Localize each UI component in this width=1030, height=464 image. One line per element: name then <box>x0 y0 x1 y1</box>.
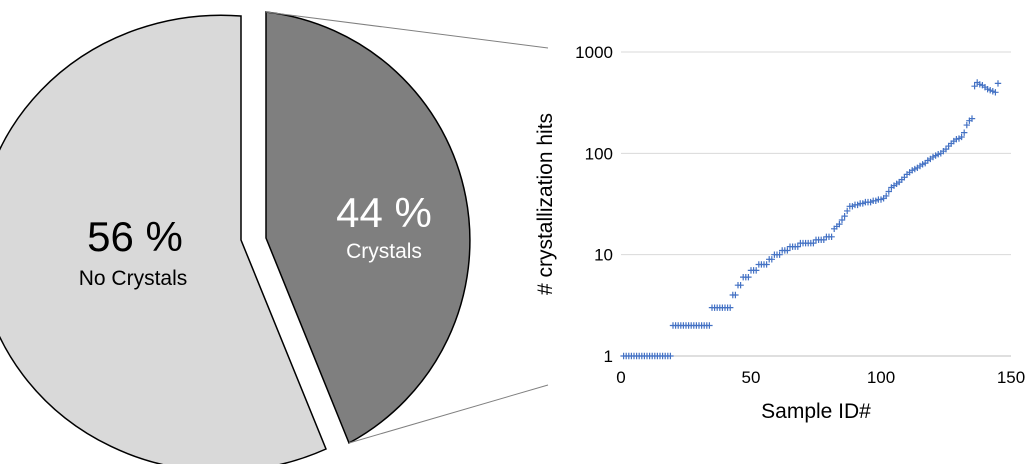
data-point <box>784 247 791 254</box>
data-point <box>992 89 999 96</box>
x-tick-label: 150 <box>997 368 1025 387</box>
no-crystals-pct-label: 56 % <box>87 213 183 260</box>
data-point <box>841 212 848 220</box>
data-point <box>844 207 851 215</box>
connector-line-bottom <box>348 384 549 444</box>
data-point <box>706 322 713 329</box>
data-point <box>838 216 846 224</box>
data-point <box>776 251 783 258</box>
data-point <box>732 291 739 299</box>
data-point <box>971 82 978 90</box>
scatter-plot: 1 10 100 1000 0 50 100 150 <box>575 43 1025 387</box>
data-point <box>667 352 674 360</box>
y-tick-label: 1000 <box>575 43 613 62</box>
data-point <box>958 133 965 141</box>
data-point <box>883 192 890 200</box>
x-axis-label: Sample ID# <box>761 400 871 423</box>
data-point <box>836 220 843 228</box>
data-point <box>885 188 892 195</box>
data-point <box>968 115 976 122</box>
y-tick-label: 10 <box>594 246 613 265</box>
data-point <box>763 261 770 268</box>
data-point <box>794 243 801 250</box>
y-tick-label: 1 <box>604 347 613 366</box>
y-tick-label: 100 <box>585 144 613 163</box>
y-axis-label: # crystallization hits <box>534 113 557 295</box>
data-point <box>994 80 1002 87</box>
pie-slice-no-crystals <box>0 14 327 464</box>
x-tick-label: 0 <box>616 368 625 387</box>
crystals-pct-label: 44 % <box>336 189 432 236</box>
crystals-name-label: Crystals <box>346 240 422 263</box>
data-point <box>810 239 817 247</box>
data-point <box>753 267 760 274</box>
no-crystals-name-label: No Crystals <box>79 267 188 290</box>
data-point <box>737 281 744 289</box>
data-point <box>745 273 752 281</box>
data-point <box>768 256 775 263</box>
x-tick-label: 50 <box>742 368 761 387</box>
data-point <box>828 233 835 241</box>
data-point <box>727 304 734 311</box>
connector-line-top <box>265 11 549 49</box>
x-tick-label: 100 <box>867 368 895 387</box>
data-point <box>961 129 968 136</box>
data-point <box>963 121 970 129</box>
pie-slice-crystals <box>265 11 471 445</box>
